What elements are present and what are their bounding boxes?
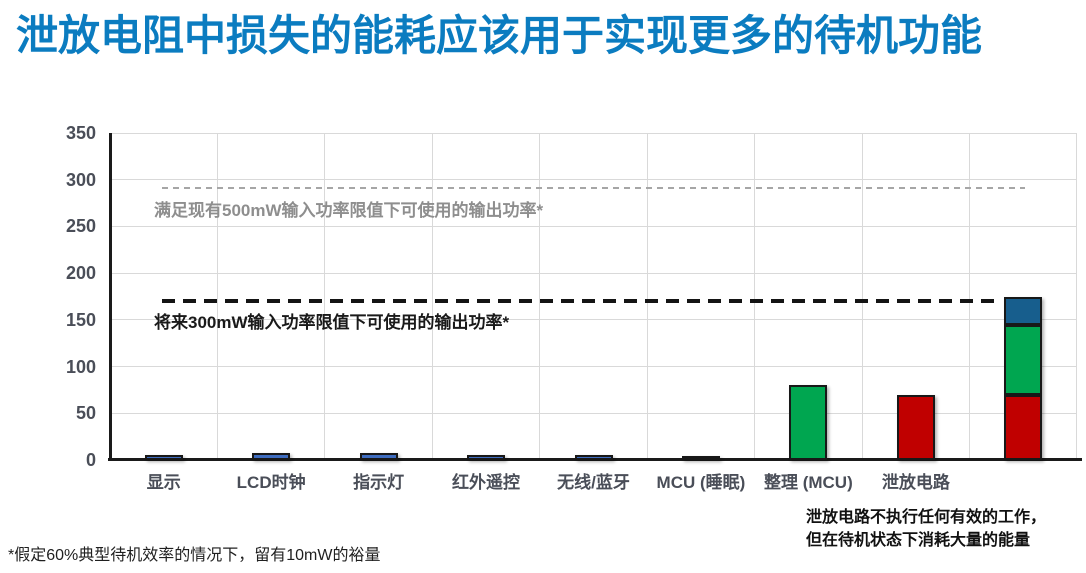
x-tick-label: LCD时钟 xyxy=(236,473,306,492)
bar-整理 (MCU) xyxy=(789,385,828,460)
bar-无线/蓝牙 xyxy=(574,455,613,460)
y-tick-label: 150 xyxy=(65,309,96,330)
gridline-vertical xyxy=(754,133,756,460)
gridline-vertical xyxy=(431,133,433,460)
y-axis-line xyxy=(109,133,112,460)
x-tick-label: 整理 (MCU) xyxy=(763,473,853,492)
bar-segment xyxy=(1004,324,1043,395)
y-tick-label: 100 xyxy=(65,356,96,377)
bar-segment xyxy=(467,455,506,460)
annotation-line-1: 泄放电路不执行任何有效的工作， xyxy=(806,509,1047,526)
annotation-line-2: 但在待机状态下消耗大量的能量 xyxy=(806,532,1031,549)
gridline-horizontal xyxy=(110,179,1076,181)
bar-segment xyxy=(359,452,398,460)
bar-segment xyxy=(144,455,183,460)
bar-泄放电路 xyxy=(896,394,935,460)
reference-line-gray xyxy=(162,187,1025,190)
y-tick-label: 250 xyxy=(65,216,96,237)
x-tick-label: 泄放电路 xyxy=(881,473,950,492)
gridline-vertical xyxy=(216,133,218,460)
bar-MCU (睡眠) xyxy=(681,456,720,460)
gridline-horizontal xyxy=(110,366,1076,368)
bar-LCD时钟 xyxy=(252,453,291,460)
gridline-vertical xyxy=(646,133,648,460)
bar-segment xyxy=(574,455,613,460)
bar-segment xyxy=(896,394,935,460)
y-tick-label: 350 xyxy=(65,123,96,143)
y-tick-label: 200 xyxy=(65,263,96,284)
page-title: 泄放电阻中损失的能耗应该用于实现更多的待机功能 xyxy=(16,12,983,59)
y-tick-label: 0 xyxy=(85,450,96,470)
footnote: *假定60%典型待机效率的情况下，留有10mW的裕量 xyxy=(8,547,381,564)
bar-segment xyxy=(789,385,828,460)
bar-segment xyxy=(1004,296,1043,325)
bar-segment xyxy=(252,453,291,460)
reference-line-label-gray: 满足现有500mW输入功率限值下可使用的输出功率* xyxy=(154,201,544,221)
y-tick-label: 300 xyxy=(65,169,96,190)
bar-红外遥控 xyxy=(467,455,506,460)
x-tick-label: 显示 xyxy=(146,473,181,492)
x-tick-label: 无线/蓝牙 xyxy=(557,473,630,492)
gridline-vertical xyxy=(324,133,326,460)
y-tick-label: 50 xyxy=(75,403,96,424)
bar-显示 xyxy=(144,455,183,460)
x-tick-label: MCU (睡眠) xyxy=(656,473,746,492)
bar-指示灯 xyxy=(359,452,398,460)
bar-segment xyxy=(1004,394,1043,460)
gridline-horizontal xyxy=(110,132,1076,134)
gridline-horizontal xyxy=(110,319,1076,321)
bar-segment xyxy=(681,456,720,460)
bar-stacked xyxy=(1004,296,1043,460)
gridline-horizontal xyxy=(110,225,1076,227)
gridline-horizontal xyxy=(110,272,1076,274)
plot-area: 满足现有500mW输入功率限值下可使用的输出功率* 将来300mW输入功率限值下可… xyxy=(108,132,1082,461)
gridline-horizontal xyxy=(110,412,1076,414)
gridline-vertical xyxy=(539,133,541,460)
reference-line-black xyxy=(162,299,998,304)
bleeder-annotation: 泄放电路不执行任何有效的工作， 但在待机状态下消耗大量的能量 xyxy=(806,506,1046,552)
reference-line-label-black: 将来300mW输入功率限值下可使用的输出功率* xyxy=(154,313,510,333)
gridline-vertical xyxy=(969,133,971,460)
x-tick-label: 指示灯 xyxy=(353,473,405,492)
x-tick-label: 红外遥控 xyxy=(452,473,521,492)
gridline-vertical xyxy=(861,133,863,460)
